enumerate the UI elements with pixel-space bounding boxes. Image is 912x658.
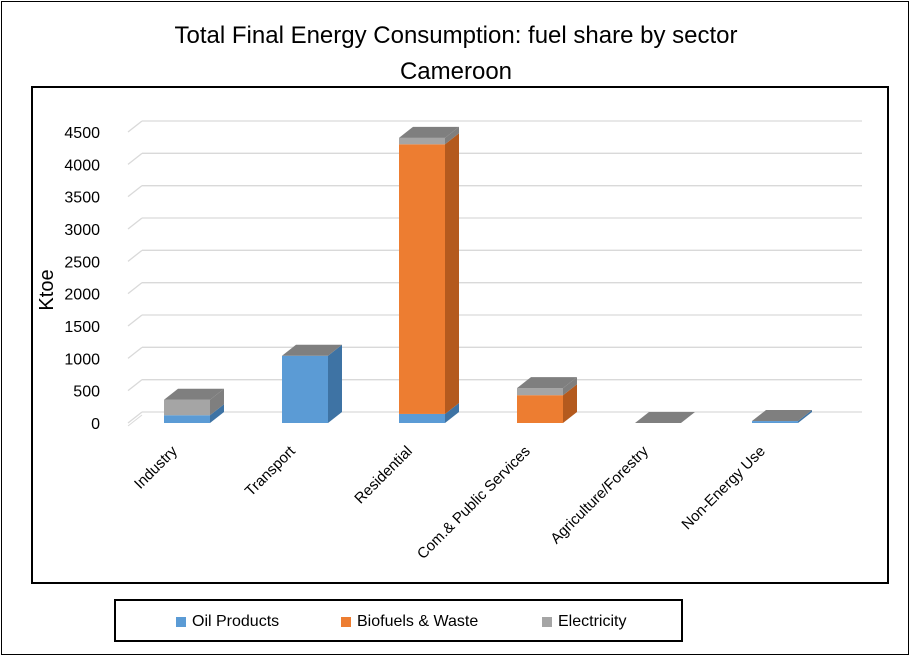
gridline-depth-1000 <box>127 346 143 359</box>
x-tick-label-industry: Industry <box>131 442 181 492</box>
y-tick-label-4500: 4500 <box>64 125 100 142</box>
chart-title: Total Final Energy Consumption: fuel sha… <box>174 22 738 49</box>
x-tick-label-agriculture-forestry: Agriculture/Forestry <box>547 442 652 547</box>
legend-item-oil-products: Oil Products <box>176 613 279 631</box>
x-tick-label-non-energy-use: Non-Energy Use <box>678 443 768 533</box>
x-tick-label-com-public-services: Com.& Public Services <box>414 443 534 563</box>
bar-top-agriculture-forestry <box>635 412 695 423</box>
gridline-depth-4500 <box>127 120 143 133</box>
bar-side-residential-oil-products <box>445 402 459 423</box>
legend-swatch-oil-products <box>176 617 186 627</box>
chart-subtitle: Cameroon <box>399 58 513 85</box>
bar-side-non-energy-use-oil-products <box>798 410 812 423</box>
y-tick-label-2000: 2000 <box>64 287 100 304</box>
y-tick-label-0: 0 <box>91 416 100 433</box>
legend-item-electricity: Electricity <box>542 613 626 631</box>
gridline-depth-1500 <box>127 314 143 327</box>
bar-side-residential-electricity <box>445 126 459 145</box>
legend-label-electricity: Electricity <box>558 613 627 630</box>
legend-item-biofuels-waste: Biofuels & Waste <box>341 613 478 631</box>
bar-top-residential <box>399 126 459 138</box>
bar-transport-oil-products <box>282 355 328 423</box>
bar-residential-oil-products <box>399 413 445 423</box>
bar-industry-oil-products <box>164 415 210 423</box>
bar-residential-electricity <box>399 137 445 145</box>
bar-side-com-public-services-biofuels-waste <box>563 384 577 423</box>
bar-side-industry-oil-products <box>210 404 224 423</box>
gridline-depth-3000 <box>127 217 143 230</box>
bar-residential-biofuels-waste <box>399 144 445 414</box>
bar-com-public-services-biofuels-waste <box>517 395 563 423</box>
legend-swatch-electricity <box>542 617 552 627</box>
y-tick-label-1000: 1000 <box>64 351 100 368</box>
y-tick-label-2500: 2500 <box>64 254 100 271</box>
legend-label-oil-products: Oil Products <box>192 613 280 630</box>
y-tick-label-4000: 4000 <box>64 157 100 174</box>
bar-side-industry-electricity <box>210 388 224 416</box>
bar-top-com-public-services <box>517 377 577 389</box>
bar-top-industry <box>164 388 224 400</box>
bar-side-residential-biofuels-waste <box>445 133 459 414</box>
gridline-depth-3500 <box>127 185 143 198</box>
y-tick-label-3000: 3000 <box>64 222 100 239</box>
gridline-depth-500 <box>127 379 143 392</box>
bar-top-non-energy-use <box>752 410 812 422</box>
bar-non-energy-use-oil-products <box>752 421 798 423</box>
x-tick-label-transport: Transport <box>242 442 300 500</box>
bar-top-transport <box>282 344 342 356</box>
gridline-depth-2500 <box>127 249 143 262</box>
gridline-depth-2000 <box>127 282 143 295</box>
legend-label-biofuels-waste: Biofuels & Waste <box>357 613 479 630</box>
y-tick-label-3500: 3500 <box>64 190 100 207</box>
y-tick-label-1500: 1500 <box>64 319 100 336</box>
x-tick-label-residential: Residential <box>351 443 416 508</box>
gridline-depth-0 <box>127 411 143 424</box>
plot-area-frame <box>31 86 889 584</box>
legend-swatch-biofuels-waste <box>341 617 351 627</box>
bar-industry-electricity <box>164 399 210 416</box>
gridline-depth-4000 <box>127 152 143 165</box>
bar-com-public-services-electricity <box>517 388 563 396</box>
bar-side-transport-oil-products <box>328 344 342 423</box>
bar-side-com-public-services-electricity <box>563 377 577 396</box>
y-tick-label-500: 500 <box>73 384 100 401</box>
legend: Oil Products Biofuels & Waste Electricit… <box>114 599 683 642</box>
floor-edge <box>127 414 143 427</box>
y-axis-label: Ktoe <box>36 269 58 310</box>
